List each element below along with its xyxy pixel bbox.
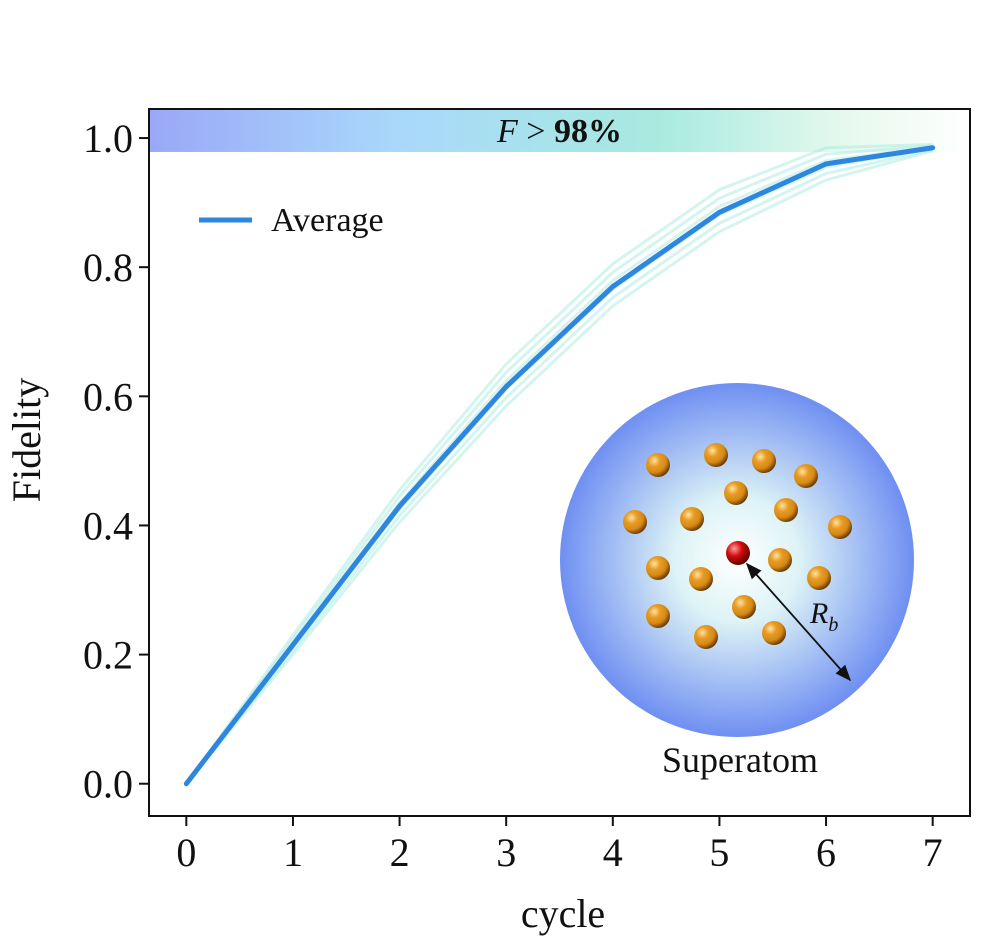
- plot-frame: [148, 108, 971, 817]
- atom: [762, 621, 786, 645]
- x-tick-label: 1: [283, 830, 303, 875]
- atom: [694, 625, 718, 649]
- atom-cluster: [623, 443, 852, 649]
- y-tick-label: 0.4: [83, 503, 133, 548]
- atom: [646, 604, 670, 628]
- threshold-banner-label: F > 98%: [496, 113, 622, 150]
- x-axis-ticks: 0 1 2 3 4 5 6 7: [176, 816, 943, 875]
- atom: [794, 464, 818, 488]
- atom: [704, 443, 728, 467]
- central-atom: [726, 541, 750, 565]
- x-tick-label: 3: [496, 830, 516, 875]
- y-tick-label: 0.6: [83, 374, 133, 419]
- sample-curve: [185, 148, 934, 785]
- x-tick-label: 0: [176, 830, 196, 875]
- blockade-radius-arrow: [745, 562, 852, 682]
- y-tick-label: 0.0: [83, 762, 133, 807]
- blockade-radius-label: Rb: [809, 597, 838, 636]
- atom: [646, 453, 670, 477]
- atom: [680, 507, 704, 531]
- sample-curve: [185, 149, 934, 785]
- y-tick-label: 1.0: [83, 116, 133, 161]
- x-tick-label: 7: [923, 830, 943, 875]
- atom: [774, 498, 798, 522]
- y-tick-label: 0.8: [83, 245, 133, 290]
- x-tick-label: 4: [603, 830, 623, 875]
- average-line: [183, 145, 936, 787]
- sample-curve: [185, 144, 933, 785]
- threshold-banner: [150, 110, 969, 152]
- atom: [768, 548, 792, 572]
- atom: [828, 515, 852, 539]
- legend-label-average: Average: [271, 202, 384, 239]
- atom: [646, 556, 670, 580]
- y-tick-label: 0.2: [83, 633, 133, 678]
- x-axis-title: cycle: [521, 891, 605, 936]
- atom: [732, 595, 756, 619]
- atom: [807, 566, 831, 590]
- x-tick-label: 6: [816, 830, 836, 875]
- atom: [752, 449, 776, 473]
- x-tick-label: 5: [709, 830, 729, 875]
- y-axis-ticks: 0.0 0.2 0.4 0.6 0.8 1.0: [83, 116, 149, 807]
- sample-curve: [185, 143, 933, 785]
- y-axis-title: Fidelity: [4, 378, 49, 502]
- atom: [724, 481, 748, 505]
- atom: [623, 510, 647, 534]
- inset-caption: Superatom: [662, 740, 818, 780]
- x-tick-label: 2: [390, 830, 410, 875]
- legend: Average: [199, 202, 384, 239]
- superatom-inset: Rb Superatom: [560, 383, 914, 780]
- atom: [689, 567, 713, 591]
